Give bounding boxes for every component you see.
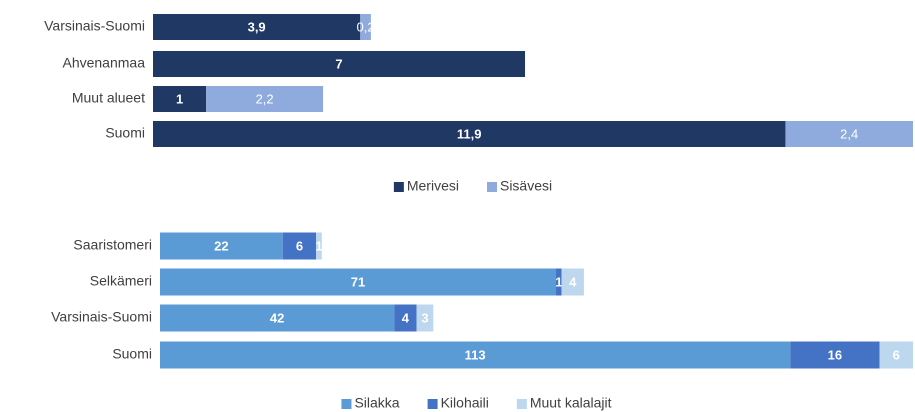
bar-segment: [160, 341, 791, 369]
bar-segment: [785, 121, 913, 147]
category-label: Varsinais-Suomi: [51, 309, 152, 325]
value-label: 4: [402, 310, 410, 325]
legend-label: Muut kalalajit: [530, 395, 612, 411]
value-label: 1: [176, 91, 183, 106]
value-label: 71: [351, 274, 365, 289]
value-label: 6: [296, 238, 303, 253]
bar-segment: [206, 86, 324, 112]
bar-segment: [316, 232, 322, 260]
value-label: 2,2: [256, 91, 274, 106]
value-label: 113: [465, 347, 486, 362]
category-label: Suomi: [105, 125, 145, 141]
legend-label: Silakka: [354, 395, 399, 411]
bar-segment: [790, 341, 880, 369]
bar-segment: [153, 51, 526, 77]
value-label: 22: [214, 238, 228, 253]
legend-swatch: [427, 399, 438, 409]
bar-segment: [360, 14, 371, 40]
value-label: 16: [828, 347, 842, 362]
bar-segment: [160, 232, 283, 260]
legend-label: Sisävesi: [500, 178, 552, 194]
category-label: Suomi: [112, 346, 152, 362]
bar-segment: [394, 304, 417, 332]
bar-segment: [153, 86, 207, 112]
value-label: 0,2: [357, 19, 375, 34]
value-label: 1: [315, 238, 322, 253]
category-label: Muut alueet: [72, 90, 145, 106]
value-label: 11,9: [457, 126, 482, 141]
bar-segment: [160, 304, 395, 332]
bar-segment: [556, 268, 562, 296]
category-label: Saaristomeri: [73, 237, 152, 253]
value-label: 3,9: [248, 19, 266, 34]
category-label: Varsinais-Suomi: [44, 18, 145, 34]
legend-swatch: [393, 182, 404, 192]
category-label: Selkämeri: [90, 273, 152, 289]
legend-swatch: [486, 182, 497, 192]
bar-segment: [160, 268, 557, 296]
value-label: 4: [569, 274, 577, 289]
legend-swatch: [341, 399, 352, 409]
value-label: 1: [555, 274, 562, 289]
legend-swatch: [516, 399, 527, 409]
value-label: 6: [893, 347, 900, 362]
bar-segment: [561, 268, 584, 296]
bar-segment: [416, 304, 434, 332]
bar-segment: [153, 14, 361, 40]
category-label: Ahvenanmaa: [62, 55, 145, 71]
legend-label: Merivesi: [407, 178, 459, 194]
bar-segment: [282, 232, 317, 260]
value-label: 2,4: [840, 126, 858, 141]
legend-label: Kilohaili: [441, 395, 489, 411]
bar-segment: [153, 121, 786, 147]
value-label: 3: [421, 310, 428, 325]
value-label: 42: [270, 310, 284, 325]
value-label: 7: [335, 56, 342, 71]
bar-segment: [879, 341, 913, 369]
